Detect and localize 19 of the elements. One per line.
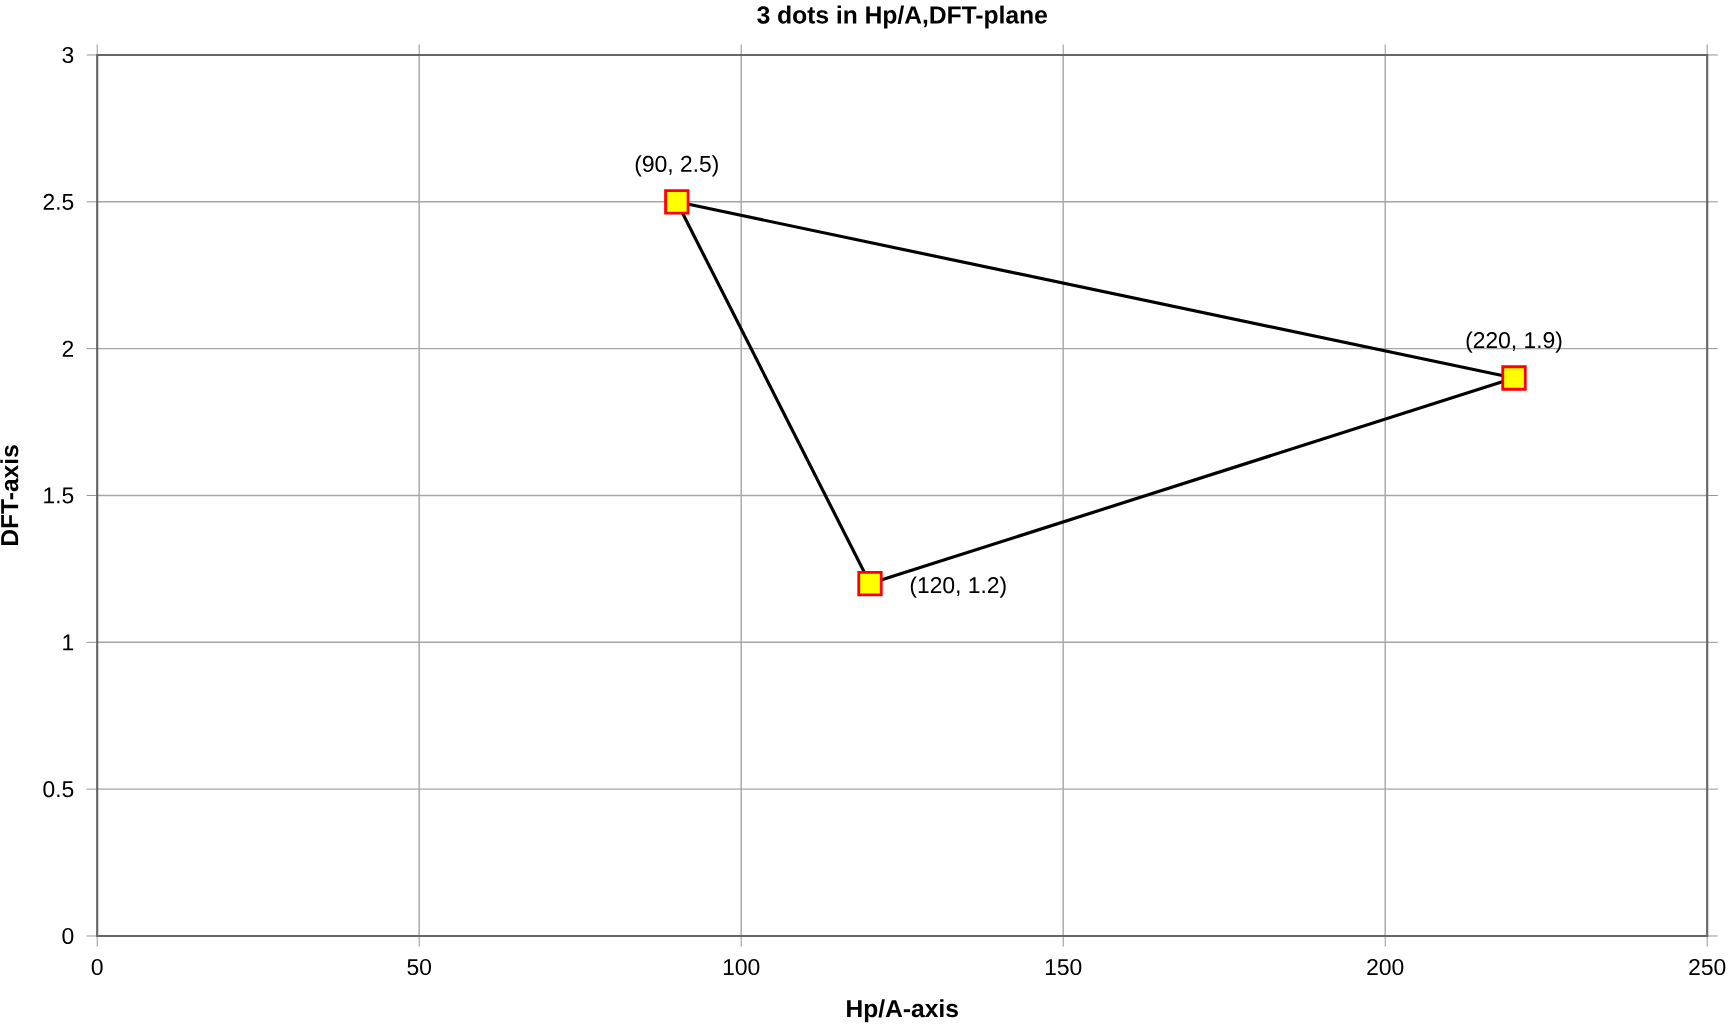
x-tick-label: 0 xyxy=(91,958,103,976)
y-axis-title: DFT-axis xyxy=(0,445,19,546)
y-tick-label: 1 xyxy=(63,634,74,651)
chart-title: 3 dots in Hp/A,DFT-plane xyxy=(757,5,1047,29)
data-label: (90, 2.5) xyxy=(635,155,718,177)
x-tick-label: 100 xyxy=(723,958,760,976)
x-axis-title: Hp/A-axis xyxy=(847,999,958,1023)
data-label: (220, 1.9) xyxy=(1466,331,1562,353)
y-tick-label: 3 xyxy=(62,46,74,64)
x-tick-label: 250 xyxy=(1689,958,1726,976)
y-tick-label: 2 xyxy=(62,340,74,357)
x-tick-label: 200 xyxy=(1367,958,1404,976)
y-tick-label: 2.5 xyxy=(43,193,74,210)
y-tick-label: 1.5 xyxy=(44,487,74,504)
y-tick-label: 0.5 xyxy=(43,781,74,798)
x-tick-label: 150 xyxy=(1045,958,1082,976)
y-tick-label: 0 xyxy=(62,927,74,945)
data-label: (120, 1.2) xyxy=(910,576,1006,598)
x-tick-label: 50 xyxy=(407,958,431,976)
